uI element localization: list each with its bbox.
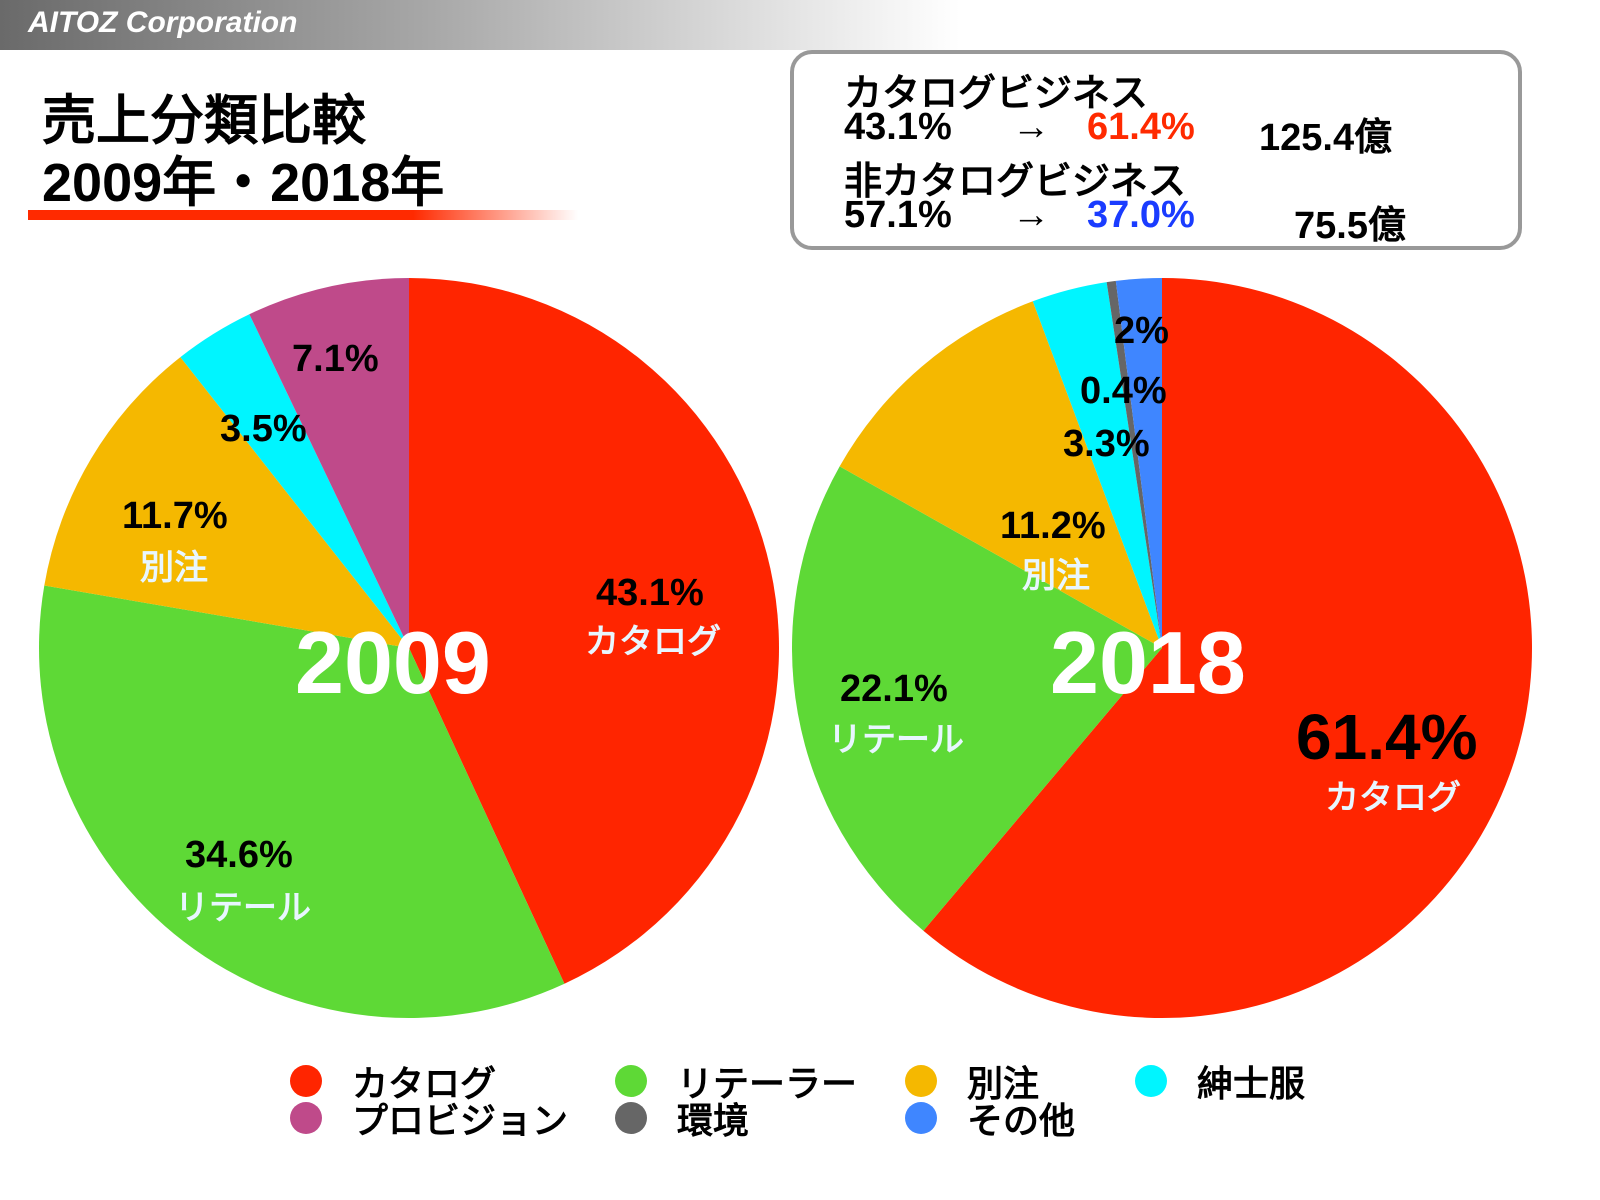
label-2018-custom: 11.2% bbox=[1000, 505, 1106, 547]
name-2018-custom: 別注 bbox=[1022, 557, 1090, 595]
title-line1: 売上分類比較 bbox=[42, 91, 366, 151]
catalog-to: 61.4% bbox=[1087, 106, 1195, 148]
catalog-arrow: → bbox=[1012, 106, 1050, 148]
pie-2018-slice bbox=[923, 278, 1532, 1018]
name-2009-retail: リテール bbox=[175, 889, 311, 927]
legend-catalog: カタログ bbox=[290, 1055, 496, 1107]
pie-2009-slice bbox=[180, 314, 409, 648]
noncatalog-label: 非カタログビジネス bbox=[844, 161, 1187, 203]
label-2018-retail: 22.1% bbox=[840, 668, 948, 710]
legend-swatch bbox=[615, 1065, 647, 1097]
noncatalog-to: 37.0% bbox=[1087, 194, 1195, 236]
legend-provision: プロビジョン bbox=[290, 1092, 568, 1144]
legend-swatch bbox=[290, 1102, 322, 1134]
noncatalog-arrow: → bbox=[1012, 194, 1050, 236]
legend-suits: 紳士服 bbox=[1135, 1055, 1305, 1107]
label-2018-catalog: 61.4% bbox=[1296, 701, 1478, 773]
pie-2009-slice bbox=[44, 357, 410, 648]
legend-label: その他 bbox=[967, 1100, 1076, 1141]
legend-swatch bbox=[1135, 1065, 1167, 1097]
legend-swatch bbox=[905, 1102, 937, 1134]
title-underline bbox=[28, 210, 578, 220]
label-2009-retail: 34.6% bbox=[185, 834, 293, 876]
catalog-from: 43.1% bbox=[844, 106, 952, 148]
pie-2018-year: 2018 bbox=[1050, 613, 1246, 712]
legend-label: 紳士服 bbox=[1197, 1063, 1306, 1104]
legend-swatch bbox=[615, 1102, 647, 1134]
noncatalog-from: 57.1% bbox=[844, 194, 952, 236]
pie-2018-slice bbox=[792, 466, 1162, 931]
pie-2009-slice bbox=[249, 278, 409, 648]
label-2018-environment: 0.4% bbox=[1080, 370, 1167, 412]
legend-swatch bbox=[905, 1065, 937, 1097]
pie-2018-slice bbox=[1115, 278, 1162, 648]
title-line2: 2009年・2018年 bbox=[42, 153, 445, 213]
legend-label: プロビジョン bbox=[352, 1100, 569, 1141]
name-2009-custom: 別注 bbox=[140, 549, 208, 587]
legend-custom: 別注 bbox=[905, 1055, 1039, 1107]
pie-2018-slice bbox=[839, 301, 1162, 648]
pie-2009-year: 2009 bbox=[295, 613, 491, 712]
header-bar: AITOZ Corporation bbox=[0, 0, 960, 50]
legend-label: リテーラー bbox=[677, 1063, 858, 1104]
legend-other: その他 bbox=[905, 1092, 1075, 1144]
label-2018-other: 2% bbox=[1114, 310, 1169, 352]
pie-2009-slice bbox=[38, 585, 565, 1019]
pie-2018-slice bbox=[1106, 280, 1162, 648]
legend-label: 別注 bbox=[967, 1063, 1040, 1104]
company-logo: AITOZ Corporation bbox=[28, 6, 298, 39]
label-2009-provision: 7.1% bbox=[292, 338, 379, 380]
name-2018-catalog: カタログ bbox=[1325, 779, 1461, 817]
legend-retailer: リテーラー bbox=[615, 1055, 857, 1107]
noncatalog-amount: 75.5億 bbox=[1294, 205, 1406, 247]
pie-2018-slice bbox=[1032, 282, 1162, 648]
catalog-amount: 125.4億 bbox=[1259, 117, 1393, 159]
page-title: 売上分類比較 2009年・2018年 bbox=[42, 90, 444, 214]
legend-label: カタログ bbox=[352, 1063, 497, 1104]
label-2018-suits: 3.3% bbox=[1063, 423, 1150, 465]
summary-box: カタログビジネス 43.1% → 61.4% 125.4億 非カタログビジネス … bbox=[790, 50, 1522, 250]
catalog-label: カタログビジネス bbox=[844, 73, 1149, 115]
name-2018-retail: リテール bbox=[828, 721, 964, 759]
name-2009-catalog: カタログ bbox=[585, 623, 721, 661]
label-2009-custom: 11.7% bbox=[122, 495, 228, 537]
label-2009-catalog: 43.1% bbox=[596, 572, 704, 614]
legend-environment: 環境 bbox=[615, 1092, 749, 1144]
legend-label: 環境 bbox=[677, 1100, 750, 1141]
legend-swatch bbox=[290, 1065, 322, 1097]
pie-2009-slice bbox=[409, 278, 780, 984]
label-2009-suits: 3.5% bbox=[220, 408, 307, 450]
